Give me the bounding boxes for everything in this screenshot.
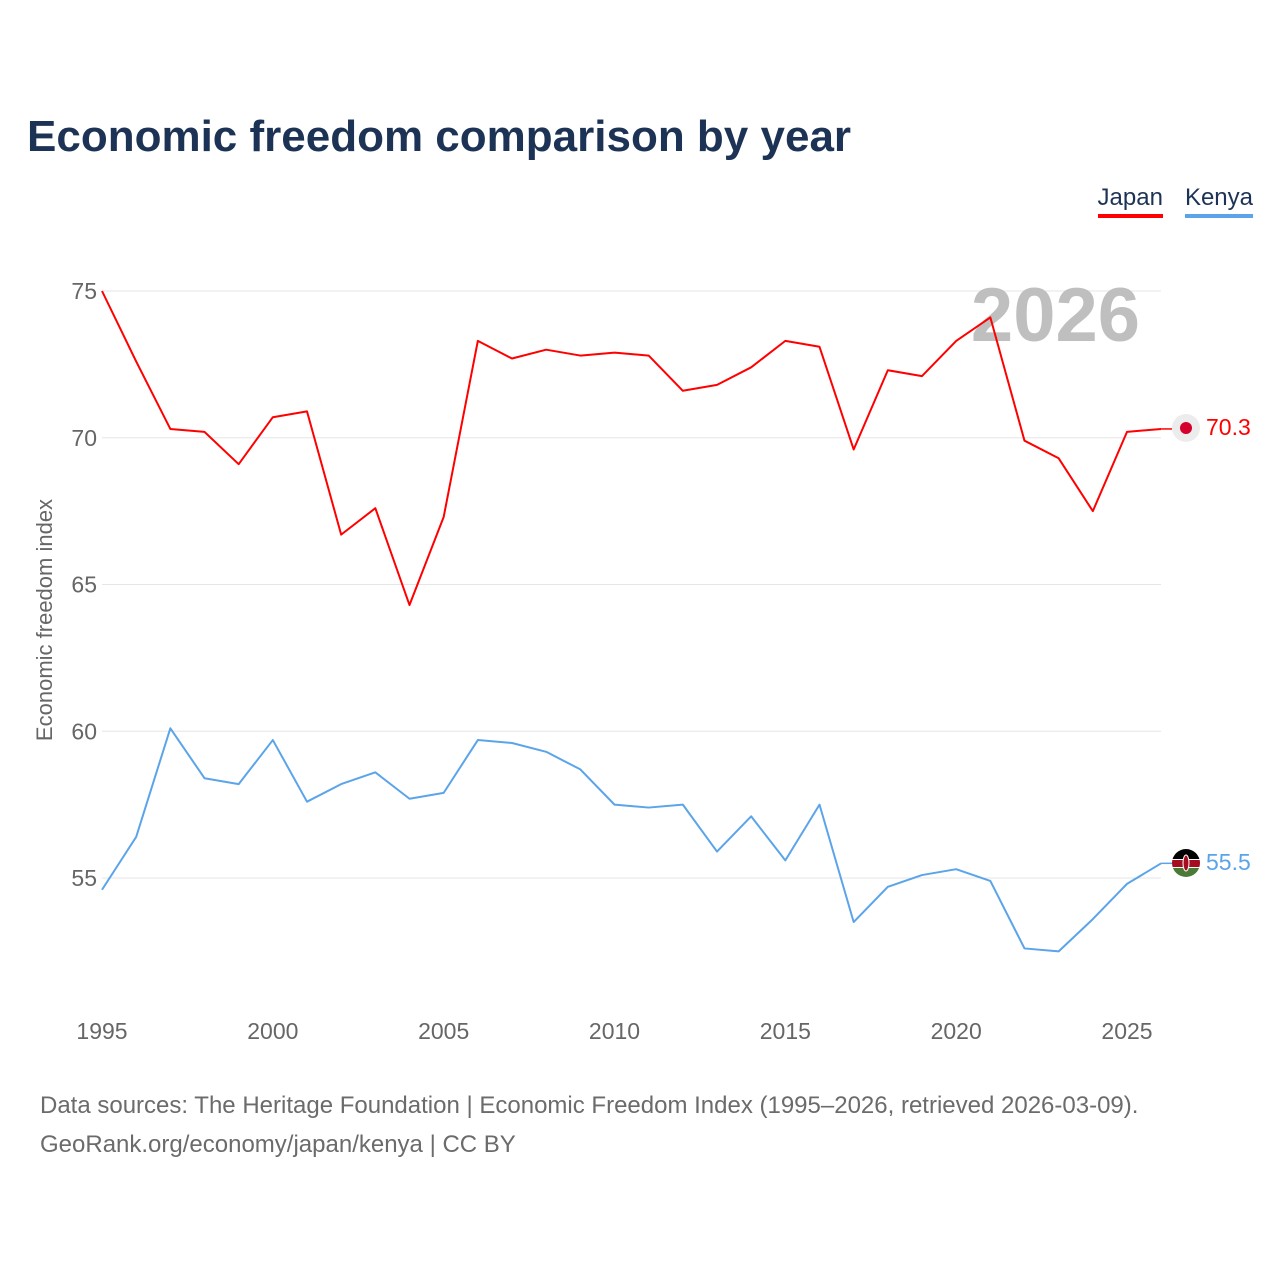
data-point-japan[interactable] [680, 388, 686, 394]
data-point-kenya[interactable] [338, 781, 344, 787]
x-tick-label: 2025 [1101, 1018, 1152, 1044]
data-point-japan[interactable] [475, 338, 481, 344]
data-point-kenya[interactable] [475, 737, 481, 743]
data-point-japan[interactable] [817, 344, 823, 350]
data-point-japan[interactable] [646, 353, 652, 359]
data-point-kenya[interactable] [509, 740, 515, 746]
data-point-kenya[interactable] [1090, 916, 1096, 922]
y-tick-label: 70 [71, 425, 97, 451]
data-point-kenya[interactable] [270, 737, 276, 743]
data-point-kenya[interactable] [304, 799, 310, 805]
data-point-japan[interactable] [919, 373, 925, 379]
data-point-japan[interactable] [748, 364, 754, 370]
data-point-kenya[interactable] [441, 790, 447, 796]
data-point-kenya[interactable] [714, 849, 720, 855]
year-watermark: 2026 [971, 273, 1140, 358]
data-point-japan[interactable] [782, 338, 788, 344]
data-point-japan[interactable] [304, 408, 310, 414]
chart-title: Economic freedom comparison by year [27, 112, 852, 161]
x-tick-label: 2015 [760, 1018, 811, 1044]
data-point-japan[interactable] [851, 446, 857, 452]
data-point-kenya[interactable] [133, 834, 139, 840]
japan-end-label: 70.3 [1206, 414, 1251, 440]
data-point-japan[interactable] [202, 429, 208, 435]
series-line-kenya [101, 727, 1162, 953]
data-point-kenya[interactable] [407, 796, 413, 802]
data-point-kenya[interactable] [202, 775, 208, 781]
data-point-japan[interactable] [987, 314, 993, 320]
y-tick-label: 55 [71, 865, 97, 891]
y-tick-label: 60 [71, 718, 97, 744]
data-point-japan[interactable] [1022, 438, 1028, 444]
data-point-japan[interactable] [407, 602, 413, 608]
data-point-kenya[interactable] [782, 857, 788, 863]
legend-kenya[interactable]: Kenya [1184, 184, 1253, 218]
series-line-japan [101, 290, 1162, 607]
attribution: GeoRank.org/economy/japan/kenya | CC BY [40, 1131, 516, 1158]
data-point-kenya[interactable] [372, 769, 378, 775]
y-tick-label: 65 [71, 572, 97, 598]
data-point-kenya[interactable] [680, 802, 686, 808]
data-point-japan[interactable] [543, 347, 549, 353]
data-point-japan[interactable] [1090, 508, 1096, 514]
data-point-japan[interactable] [714, 382, 720, 388]
data-point-kenya[interactable] [851, 919, 857, 925]
data-point-kenya[interactable] [1022, 945, 1028, 951]
data-point-japan[interactable] [167, 426, 173, 432]
data-point-kenya[interactable] [748, 813, 754, 819]
japan-flag-icon [1172, 414, 1200, 442]
legend: Japan Kenya [1097, 184, 1253, 218]
data-point-kenya[interactable] [543, 749, 549, 755]
data-point-kenya[interactable] [577, 766, 583, 772]
kenya-flag-icon [1172, 849, 1200, 877]
kenya-end-label: 55.5 [1206, 849, 1251, 875]
data-point-kenya[interactable] [817, 802, 823, 808]
data-point-kenya[interactable] [919, 872, 925, 878]
data-point-kenya[interactable] [99, 887, 105, 893]
x-tick-label: 2000 [247, 1018, 298, 1044]
data-point-kenya[interactable] [167, 725, 173, 731]
data-point-japan[interactable] [953, 338, 959, 344]
footer: Data sources: The Heritage Foundation | … [40, 1086, 1138, 1164]
data-point-japan[interactable] [509, 356, 515, 362]
data-point-japan[interactable] [612, 350, 618, 356]
data-point-kenya[interactable] [1158, 860, 1164, 866]
data-point-japan[interactable] [270, 414, 276, 420]
data-point-kenya[interactable] [885, 884, 891, 890]
data-point-kenya[interactable] [953, 866, 959, 872]
data-point-japan[interactable] [372, 505, 378, 511]
data-point-japan[interactable] [441, 514, 447, 520]
x-tick-label: 2005 [418, 1018, 469, 1044]
data-point-kenya[interactable] [987, 878, 993, 884]
data-point-japan[interactable] [236, 461, 242, 467]
data-point-japan[interactable] [1124, 429, 1130, 435]
data-point-japan[interactable] [1056, 455, 1062, 461]
data-point-japan[interactable] [338, 532, 344, 538]
data-point-kenya[interactable] [612, 802, 618, 808]
y-axis-label: Economic freedom index [32, 499, 57, 741]
x-tick-label: 1995 [76, 1018, 127, 1044]
data-point-kenya[interactable] [1056, 948, 1062, 954]
data-point-japan[interactable] [99, 288, 105, 294]
data-point-japan[interactable] [133, 358, 139, 364]
data-point-kenya[interactable] [236, 781, 242, 787]
data-point-japan[interactable] [577, 353, 583, 359]
x-tick-label: 2010 [589, 1018, 640, 1044]
data-point-kenya[interactable] [646, 805, 652, 811]
legend-japan[interactable]: Japan [1097, 184, 1163, 218]
data-point-japan[interactable] [885, 367, 891, 373]
data-point-japan[interactable] [1158, 426, 1164, 432]
data-point-kenya[interactable] [1124, 881, 1130, 887]
y-tick-label: 75 [71, 278, 97, 304]
x-tick-label: 2020 [931, 1018, 982, 1044]
data-source-note: Data sources: The Heritage Foundation | … [40, 1092, 1139, 1119]
